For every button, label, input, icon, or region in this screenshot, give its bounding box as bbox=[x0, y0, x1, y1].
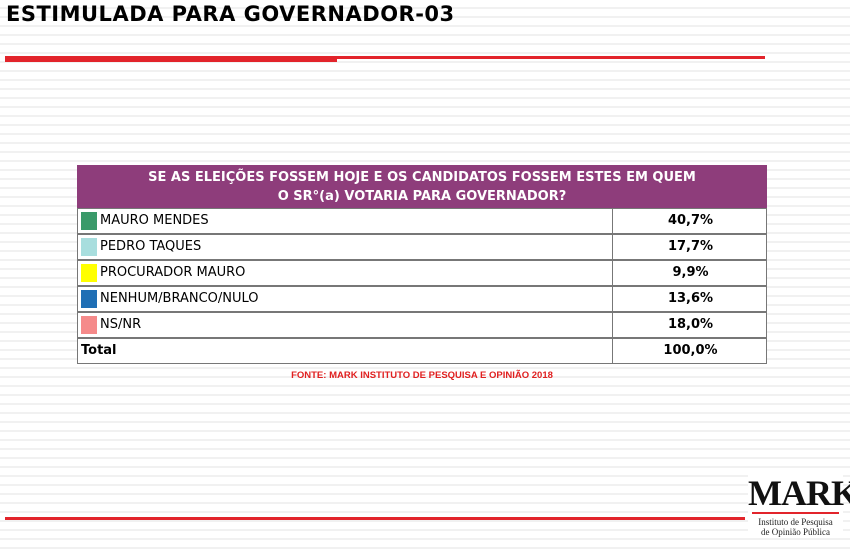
candidate-label: NS/NR bbox=[100, 317, 142, 332]
color-swatch bbox=[81, 264, 97, 282]
candidate-label: MAURO MENDES bbox=[100, 213, 209, 228]
bottom-divider bbox=[5, 517, 745, 520]
color-swatch bbox=[81, 212, 97, 230]
logo-rule bbox=[752, 512, 839, 514]
question-line: SE AS ELEIÇÕES FOSSEM HOJE E OS CANDIDAT… bbox=[148, 170, 696, 185]
table-row: PEDRO TAQUES 17,7% bbox=[77, 234, 767, 260]
color-swatch bbox=[81, 238, 97, 256]
table-row: NENHUM/BRANCO/NULO 13,6% bbox=[77, 286, 767, 312]
percentage: 17,7% bbox=[612, 235, 768, 259]
table-row: MAURO MENDES 40,7% bbox=[77, 208, 767, 234]
color-swatch bbox=[81, 316, 97, 334]
logo-line: Instituto de Pesquisa bbox=[758, 517, 833, 527]
divider bbox=[5, 56, 765, 59]
table-row: PROCURADOR MAURO 9,9% bbox=[77, 260, 767, 286]
logo: MARK Instituto de Pesquisa de Opinião Pú… bbox=[748, 473, 850, 537]
table-row: NS/NR 18,0% bbox=[77, 312, 767, 338]
percentage: 18,0% bbox=[612, 313, 768, 337]
slide-title: ESTIMULADA PARA GOVERNADOR-03 bbox=[6, 2, 455, 26]
candidate-label: PEDRO TAQUES bbox=[100, 239, 202, 254]
table-header: SE AS ELEIÇÕES FOSSEM HOJE E OS CANDIDAT… bbox=[77, 165, 767, 208]
candidate-label: NENHUM/BRANCO/NULO bbox=[100, 291, 259, 306]
question-line: O SR°(a) VOTARIA PARA GOVERNADOR? bbox=[277, 189, 567, 204]
divider-thick bbox=[5, 56, 337, 62]
total-row: Total 100,0% bbox=[77, 338, 767, 364]
logo-name: MARK bbox=[748, 473, 850, 513]
logo-line: de Opinião Pública bbox=[761, 527, 830, 537]
color-swatch bbox=[81, 290, 97, 308]
percentage: 13,6% bbox=[612, 287, 768, 311]
source-note: FONTE: MARK INSTITUTO DE PESQUISA E OPIN… bbox=[291, 370, 553, 381]
candidate-label: PROCURADOR MAURO bbox=[100, 265, 246, 280]
percentage: 9,9% bbox=[612, 261, 768, 285]
total-value: 100,0% bbox=[612, 339, 768, 363]
total-label: Total bbox=[81, 343, 117, 358]
percentage: 40,7% bbox=[612, 209, 768, 233]
